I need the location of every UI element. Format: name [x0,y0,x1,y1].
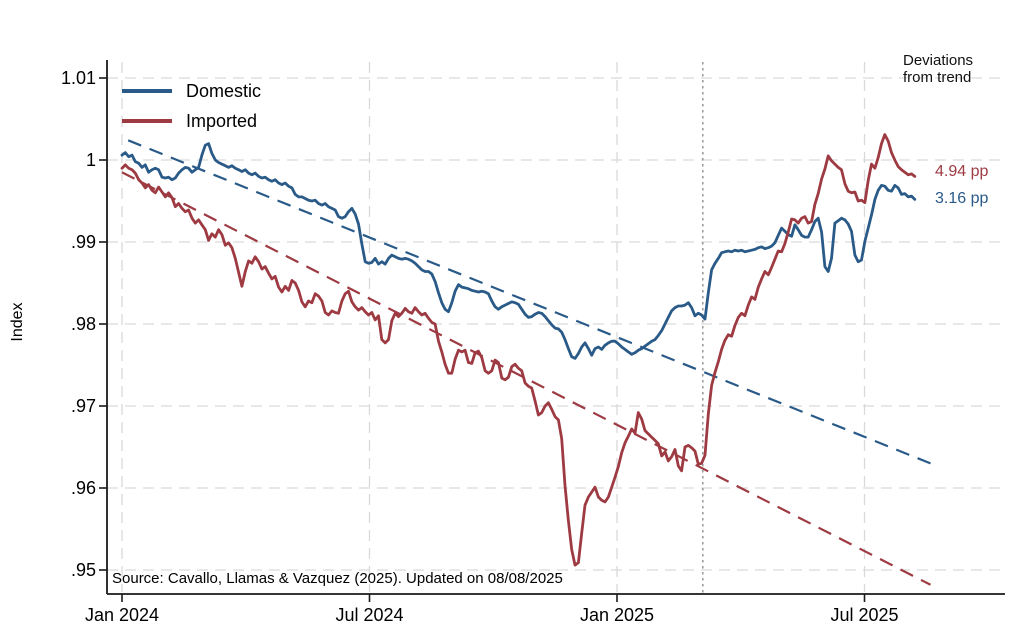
legend-item-imported: Imported [122,110,257,132]
x-tick-label-Jul-2024: Jul 2024 [335,605,404,625]
deviation-value-domestic: 3.16 pp [935,190,989,207]
x-tick-label-Jan-2025: Jan 2025 [579,605,655,625]
deviation-value-imported: 4.94 pp [935,163,989,180]
imported-series-line [120,133,917,567]
deviations-note: Deviations from trend [903,52,973,86]
x-tick-label-Jul-2025: Jul 2025 [830,605,899,625]
y-tick-label-.96: .96 [70,478,96,498]
deviations-note-line2: from trend [903,69,972,86]
legend-label-imported: Imported [186,110,258,131]
imported-line-swatch [122,119,172,123]
y-tick-label-1.01: 1.01 [60,68,96,88]
domestic-trend-line [127,139,931,465]
y-axis-title: Index [9,302,26,342]
domestic-series-line [120,142,917,360]
source-note: Source: Cavallo, Llamas & Vazquez (2025)… [112,570,563,587]
x-tick-label-Jan-2024: Jan 2024 [84,605,160,625]
domestic-line-swatch [122,89,172,93]
legend-item-domestic: Domestic [122,80,261,102]
y-tick-label-.98: .98 [70,314,96,334]
y-tick-label-.97: .97 [70,396,96,416]
deviations-note-line1: Deviations [903,52,974,69]
imported-trend-line [121,171,931,586]
legend-label-domestic: Domestic [186,80,262,101]
y-tick-label-.99: .99 [70,232,96,252]
y-tick-label-.95: .95 [70,560,96,580]
y-tick-label-1: 1 [85,150,96,170]
